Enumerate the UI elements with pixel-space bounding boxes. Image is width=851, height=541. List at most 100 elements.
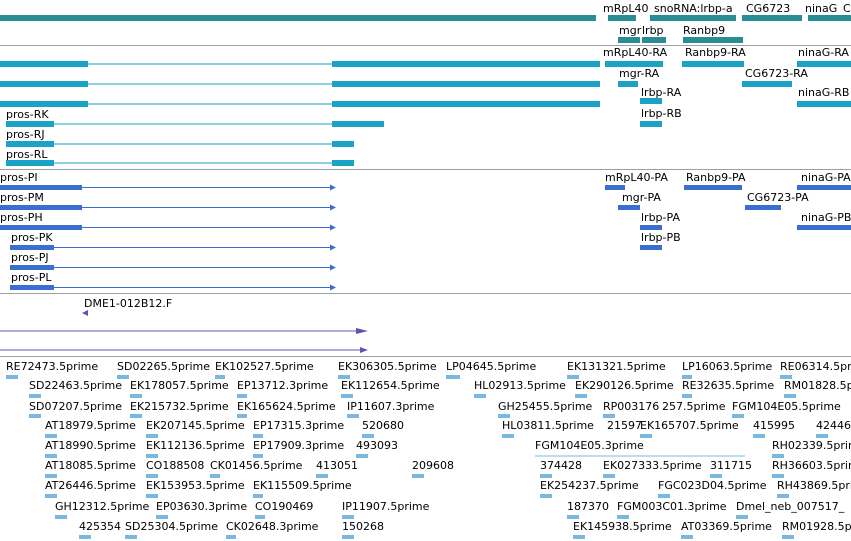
- protein-label[interactable]: pros-PI: [0, 171, 38, 184]
- transcript-lrbp-rb[interactable]: [640, 121, 662, 127]
- gene-label[interactable]: mgr: [619, 24, 642, 37]
- gene-bar-lrbp[interactable]: [642, 37, 666, 43]
- protein-ranbp9-pa[interactable]: [684, 185, 742, 190]
- est-label[interactable]: FGC023D04.5prime: [658, 479, 767, 492]
- gene-bar-mrpl40[interactable]: [608, 15, 636, 21]
- protein-pros-pk[interactable]: [10, 244, 336, 251]
- est-label[interactable]: 520680: [362, 419, 404, 432]
- est-label[interactable]: RE72473.5prime: [6, 360, 98, 373]
- protein-label[interactable]: lrbp-PB: [641, 231, 681, 244]
- protein-ninag-pa[interactable]: [797, 185, 851, 190]
- gene-bar-ninag[interactable]: [808, 15, 851, 21]
- est-label[interactable]: SD07207.5prime: [29, 400, 122, 413]
- gene-label[interactable]: C: [843, 2, 851, 15]
- est-label[interactable]: EP13712.3prime: [237, 379, 328, 392]
- est-label[interactable]: EK306305.5prime: [338, 360, 437, 373]
- transcript-label[interactable]: mgr-RA: [619, 67, 660, 80]
- est-label[interactable]: CO190469: [255, 500, 313, 513]
- est-label[interactable]: EK027333.5prime: [603, 459, 702, 472]
- transcript-lrbp-ra[interactable]: [640, 98, 662, 104]
- est-label[interactable]: SD22463.5prime: [29, 379, 122, 392]
- protein-lrbp-pa[interactable]: [640, 225, 662, 230]
- transcript-label[interactable]: pros-RL: [6, 148, 48, 161]
- est-label[interactable]: 311715: [710, 459, 752, 472]
- est-label[interactable]: RE32635.5prime: [682, 379, 774, 392]
- protein-label[interactable]: ninaG-PB: [801, 211, 851, 224]
- transcript-pros-2[interactable]: [0, 81, 600, 87]
- est-label[interactable]: GH12312.5prime: [55, 500, 150, 513]
- transcript-pros-rk[interactable]: [6, 121, 384, 127]
- est-label[interactable]: EK112654.5prime: [341, 379, 440, 392]
- protein-label[interactable]: ninaG-PA: [801, 171, 851, 184]
- gene-label[interactable]: CG6723: [746, 2, 790, 15]
- est-label[interactable]: AT18979.5prime: [45, 419, 136, 432]
- transcript-label[interactable]: ninaG-RA: [798, 46, 849, 59]
- protein-label[interactable]: CG6723-PA: [747, 191, 809, 204]
- est-label[interactable]: 42446: [816, 419, 851, 432]
- est-label[interactable]: EK115509.5prime: [253, 479, 352, 492]
- est-label[interactable]: RP003176: [603, 400, 659, 413]
- est-label[interactable]: GH25455.5prime: [498, 400, 593, 413]
- est-label[interactable]: 374428: [540, 459, 582, 472]
- est-label[interactable]: EK254237.5prime: [540, 479, 639, 492]
- gene-label[interactable]: lrbp: [642, 24, 664, 37]
- transcript-pros-rl[interactable]: [6, 160, 354, 166]
- protein-label[interactable]: pros-PH: [0, 211, 43, 224]
- est-label[interactable]: EK153953.5prime: [146, 479, 245, 492]
- est-label[interactable]: 257.5prime: [662, 400, 726, 413]
- transcript-pros-rj[interactable]: [6, 141, 354, 147]
- transcript-mgr-ra[interactable]: [618, 81, 638, 87]
- est-label[interactable]: SD25304.5prime: [125, 520, 218, 533]
- gene-bar-ranbp9[interactable]: [683, 37, 743, 43]
- est-label[interactable]: 415995: [753, 419, 795, 432]
- est-label[interactable]: EK165624.5prime: [237, 400, 336, 413]
- est-label[interactable]: AT18990.5prime: [45, 439, 136, 452]
- est-label[interactable]: 21597: [607, 419, 642, 432]
- transcript-ninag-rb[interactable]: [797, 101, 851, 107]
- est-label[interactable]: EP17315.3prime: [253, 419, 344, 432]
- transcript-label[interactable]: lrbp-RB: [641, 107, 682, 120]
- protein-pros-pm[interactable]: [0, 204, 336, 211]
- protein-label[interactable]: mgr-PA: [622, 191, 661, 204]
- protein-label[interactable]: lrbp-PA: [641, 211, 680, 224]
- est-label[interactable]: AT03369.5prime: [681, 520, 772, 533]
- cdna-alignment-2[interactable]: [0, 347, 368, 353]
- protein-label[interactable]: pros-PM: [0, 191, 44, 204]
- est-label[interactable]: HL02913.5prime: [474, 379, 566, 392]
- gene-bar-cg6723[interactable]: [742, 15, 802, 21]
- transcript-label[interactable]: lrbp-RA: [641, 86, 682, 99]
- est-label[interactable]: EK207145.5prime: [146, 419, 245, 432]
- transcript-label[interactable]: pros-RJ: [6, 128, 45, 141]
- est-label[interactable]: EK102527.5prime: [215, 360, 314, 373]
- est-label[interactable]: RM01928.5prime: [782, 520, 851, 533]
- transcript-label[interactable]: pros-RK: [6, 108, 49, 121]
- est-label[interactable]: EP17909.3prime: [253, 439, 344, 452]
- protein-label[interactable]: pros-PK: [11, 231, 53, 244]
- est-label[interactable]: FGM104E05.5prime: [732, 400, 841, 413]
- transcript-cg6723-ra[interactable]: [742, 81, 792, 87]
- est-label[interactable]: EK165707.5prime: [640, 419, 739, 432]
- transcript-label[interactable]: ninaG-RB: [798, 86, 849, 99]
- transcript-pros-long[interactable]: [0, 61, 600, 67]
- est-label[interactable]: AT18085.5prime: [45, 459, 136, 472]
- est-label[interactable]: EK112136.5prime: [146, 439, 245, 452]
- protein-label[interactable]: pros-PJ: [11, 251, 49, 264]
- est-label[interactable]: EK290126.5prime: [575, 379, 674, 392]
- transcript-ninag-ra[interactable]: [797, 61, 851, 67]
- est-label[interactable]: 425354: [79, 520, 121, 533]
- transcript-ranbp9-ra[interactable]: [682, 61, 744, 67]
- est-label[interactable]: RE06314.5prime: [780, 360, 851, 373]
- est-label[interactable]: CK02648.3prime: [226, 520, 319, 533]
- est-label[interactable]: Dmel_neb_007517_: [736, 500, 845, 513]
- est-label[interactable]: RH02339.5prime: [772, 439, 851, 452]
- gene-label[interactable]: snoRNA:lrbp-a: [654, 2, 733, 15]
- est-label[interactable]: EK178057.5prime: [130, 379, 229, 392]
- est-label[interactable]: EK215732.5prime: [130, 400, 229, 413]
- protein-pros-pi[interactable]: [0, 184, 336, 191]
- est-label[interactable]: CK01456.5prime: [210, 459, 303, 472]
- est-label[interactable]: 413051: [316, 459, 358, 472]
- cdna-label[interactable]: DME1-012B12.F: [84, 297, 172, 310]
- est-label[interactable]: SD02265.5prime: [117, 360, 210, 373]
- est-label[interactable]: HL03811.5prime: [502, 419, 594, 432]
- est-label[interactable]: IP11907.5prime: [342, 500, 430, 513]
